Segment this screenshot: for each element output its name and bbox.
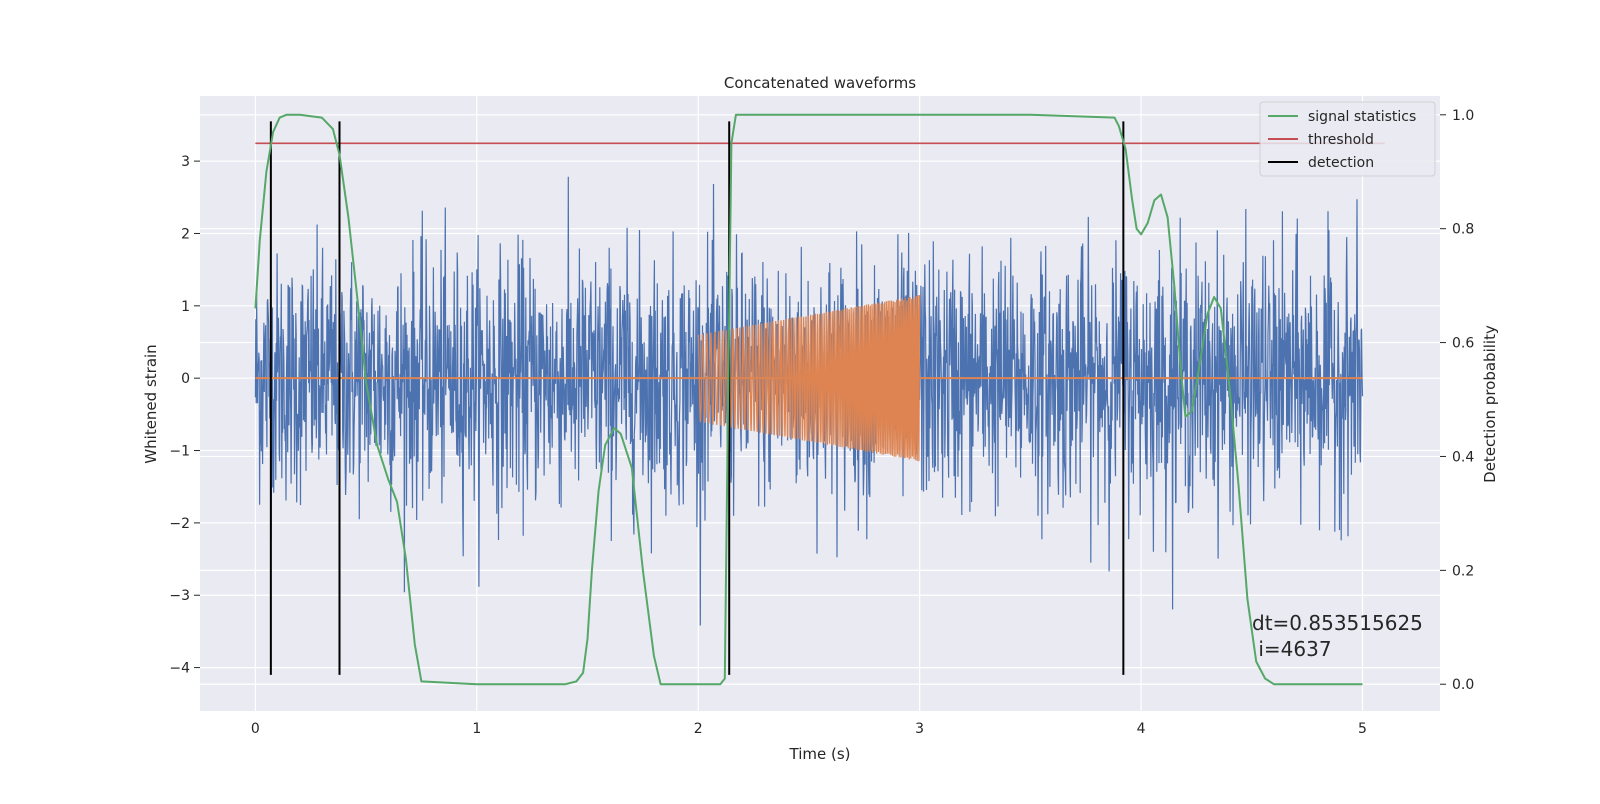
y-right-tick-label: 0.8 bbox=[1452, 222, 1474, 238]
y-tick-label: 0 bbox=[181, 371, 190, 387]
x-tick-label: 4 bbox=[1137, 721, 1146, 737]
annotation-i: i=4637 bbox=[1252, 637, 1332, 661]
y-right-tick-label: 0.4 bbox=[1452, 449, 1474, 465]
y-tick-label: −2 bbox=[169, 516, 190, 532]
signal-statistics-series bbox=[254, 113, 1363, 686]
y-tick-label: 2 bbox=[181, 226, 190, 242]
x-tick-label: 3 bbox=[915, 721, 924, 737]
legend-label-signal-statistics: signal statistics bbox=[1308, 109, 1416, 125]
x-tick-label: 1 bbox=[472, 721, 481, 737]
y-axis-right-label: Detection probability bbox=[1481, 325, 1499, 483]
x-tick-label: 0 bbox=[251, 721, 260, 737]
signal-statistics-line bbox=[254, 113, 1363, 686]
y-tick-label: −4 bbox=[169, 661, 190, 677]
legend-label-threshold: threshold bbox=[1308, 132, 1374, 148]
chirp-line bbox=[697, 294, 921, 462]
tick-labels: 0 1 2 3 4 5 −4 −3 −2 −1 0 1 2 3 0.0 0.2 0.4 0.6 0.8 1.0 bbox=[169, 108, 1474, 737]
y-tick-label: −3 bbox=[169, 588, 190, 604]
y-right-tick-label: 1.0 bbox=[1452, 108, 1474, 124]
y-axis-label: Whitened strain bbox=[142, 344, 160, 463]
detection-lines bbox=[269, 121, 1125, 675]
chirp-series bbox=[255, 294, 1363, 462]
x-tick-label: 5 bbox=[1358, 721, 1367, 737]
y-right-tick-label: 0.2 bbox=[1452, 563, 1474, 579]
legend: signal statistics threshold detection bbox=[1259, 101, 1436, 177]
x-axis-label: Time (s) bbox=[789, 745, 851, 763]
y-right-tick-label: 0.6 bbox=[1452, 336, 1474, 352]
chart-title: Concatenated waveforms bbox=[724, 74, 916, 92]
y-tick-label: 1 bbox=[181, 299, 190, 315]
y-right-tick-label: 0.0 bbox=[1452, 677, 1474, 693]
y-tick-label: −1 bbox=[169, 444, 190, 460]
legend-box bbox=[1259, 101, 1436, 177]
x-tick-label: 2 bbox=[694, 721, 703, 737]
annotation-dt: dt=0.853515625 bbox=[1252, 611, 1423, 635]
y-tick-label: 3 bbox=[181, 154, 190, 170]
legend-label-detection: detection bbox=[1308, 155, 1374, 171]
